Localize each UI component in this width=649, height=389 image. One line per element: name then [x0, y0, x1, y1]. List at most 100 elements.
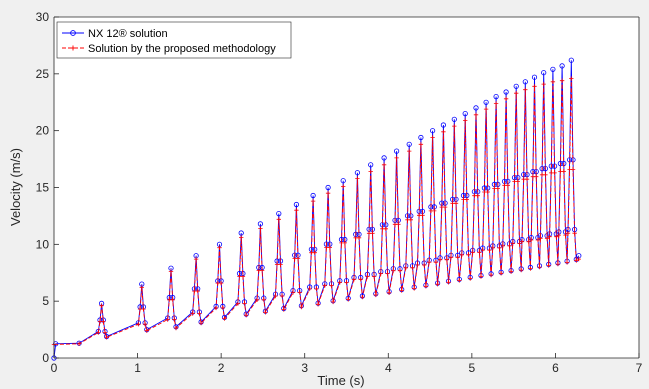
series-1-point-12: [142, 322, 148, 327]
series-1-point-114: [433, 260, 439, 265]
series-0-point-59: [310, 192, 316, 199]
x-tick-label-0: 0: [51, 361, 58, 375]
series-markers-0: [51, 57, 582, 361]
series-1-point-184: [550, 79, 556, 84]
series-1-point-133: [468, 276, 473, 281]
series-1-point-36: [242, 301, 247, 306]
series-1-point-152: [500, 243, 505, 248]
series-1-point-11: [141, 306, 146, 312]
series-1-point-70: [341, 184, 346, 189]
series-1-point-92: [391, 268, 396, 273]
y-tick-label-4: 20: [36, 124, 50, 138]
series-1-point-175: [537, 264, 542, 270]
series-1-point-182: [547, 234, 552, 239]
series-0-point-197: [568, 57, 574, 63]
legend-label-proposed: Solution by the proposed methodology: [88, 43, 276, 55]
series-0-point-119: [440, 122, 446, 128]
series-1-point-73: [346, 297, 351, 302]
series-1-point-18: [172, 317, 177, 322]
series-1-point-8: [136, 322, 141, 327]
series-1-point-198: [572, 231, 577, 236]
series-1-point-6: [102, 330, 108, 335]
series-1-point-44: [273, 293, 278, 299]
series-1-point-160: [514, 91, 519, 96]
series-0-point-173: [531, 74, 538, 80]
series-1-point-157: [508, 269, 514, 274]
series-0-point-149: [493, 94, 499, 100]
legend-marker-proposed: [70, 45, 76, 51]
series-1-point-46: [276, 217, 281, 222]
legend-marker-nx: [70, 30, 76, 36]
series-1-point-100: [407, 148, 412, 154]
series-1-point-140: [480, 247, 485, 253]
series-1-point-80: [365, 274, 370, 279]
series-1-point-1: [76, 341, 82, 346]
series-1-point-101: [408, 217, 413, 222]
series-0-point-101: [406, 141, 412, 147]
series-1-point-164: [519, 239, 525, 244]
y-tick-label-5: 25: [36, 67, 50, 81]
y-tick-label-6: 30: [36, 10, 50, 24]
series-1-point-67: [330, 299, 336, 305]
series-1-point-2: [96, 330, 101, 335]
series-1-point-143: [485, 189, 490, 195]
series-1-point-199: [574, 258, 579, 263]
series-1-point-121: [446, 280, 451, 285]
series-1-point-122: [448, 255, 454, 260]
series-1-point-197: [570, 167, 576, 172]
series-1-point-130: [463, 118, 468, 123]
series-1-point-49: [281, 307, 286, 312]
series-1-point-132: [466, 252, 471, 257]
series-0-point-125: [451, 116, 457, 122]
series-1-point-124: [452, 123, 457, 129]
series-1-point-162: [517, 241, 522, 246]
series-0-point-155: [503, 89, 509, 95]
series-1-point-26: [213, 305, 219, 311]
x-tick-label-7: 7: [636, 361, 643, 375]
series-0-point-143: [483, 99, 489, 105]
x-tick-label-1: 1: [134, 361, 141, 375]
series-1-point-95: [396, 222, 401, 227]
series-1-point-38: [254, 297, 260, 302]
series-1-point-158: [510, 241, 515, 246]
series-1-point-108: [422, 262, 427, 268]
series-1-point-74: [351, 277, 357, 282]
series-1-point-163: [519, 267, 524, 273]
series-0-point-35: [238, 230, 244, 236]
series-1-point-109: [423, 284, 429, 289]
series-1-point-85: [373, 292, 378, 298]
series-1-point-98: [403, 265, 408, 270]
series-1-point-16: [168, 269, 174, 274]
x-tick-label-6: 6: [552, 361, 559, 375]
series-1-point-149: [495, 186, 500, 191]
series-1-point-103: [412, 286, 417, 291]
series-1-point-78: [358, 277, 363, 282]
series-1-point-35: [240, 274, 246, 279]
series-1-point-127: [457, 278, 462, 283]
series-1-point-4: [99, 303, 104, 308]
series-1-point-53: [295, 256, 301, 261]
series-0-point-131: [462, 111, 468, 117]
series-1-point-179: [543, 172, 548, 177]
series-1-point-134: [470, 250, 475, 255]
series-1-point-151: [498, 271, 504, 276]
series-1-point-196: [569, 76, 574, 81]
series-1-point-106: [418, 142, 424, 147]
series-1-point-170: [529, 237, 534, 243]
series-1-point-97: [399, 288, 404, 293]
series-0-point-47: [276, 211, 282, 217]
series-1-point-61: [315, 302, 321, 307]
series-1-point-169: [528, 266, 533, 271]
series-1-point-14: [165, 317, 170, 322]
series-1-point-41: [259, 268, 265, 273]
series-0-point-71: [340, 178, 346, 184]
series-1-point-37: [244, 313, 249, 318]
series-1-point-192: [563, 232, 568, 238]
series-1-point-193: [564, 260, 570, 265]
series-1-point-137: [475, 193, 480, 198]
series-1-point-200: [576, 256, 581, 262]
series-1-point-176: [538, 236, 543, 241]
series-1-point-83: [370, 231, 375, 236]
y-tick-label-3: 15: [36, 181, 50, 195]
